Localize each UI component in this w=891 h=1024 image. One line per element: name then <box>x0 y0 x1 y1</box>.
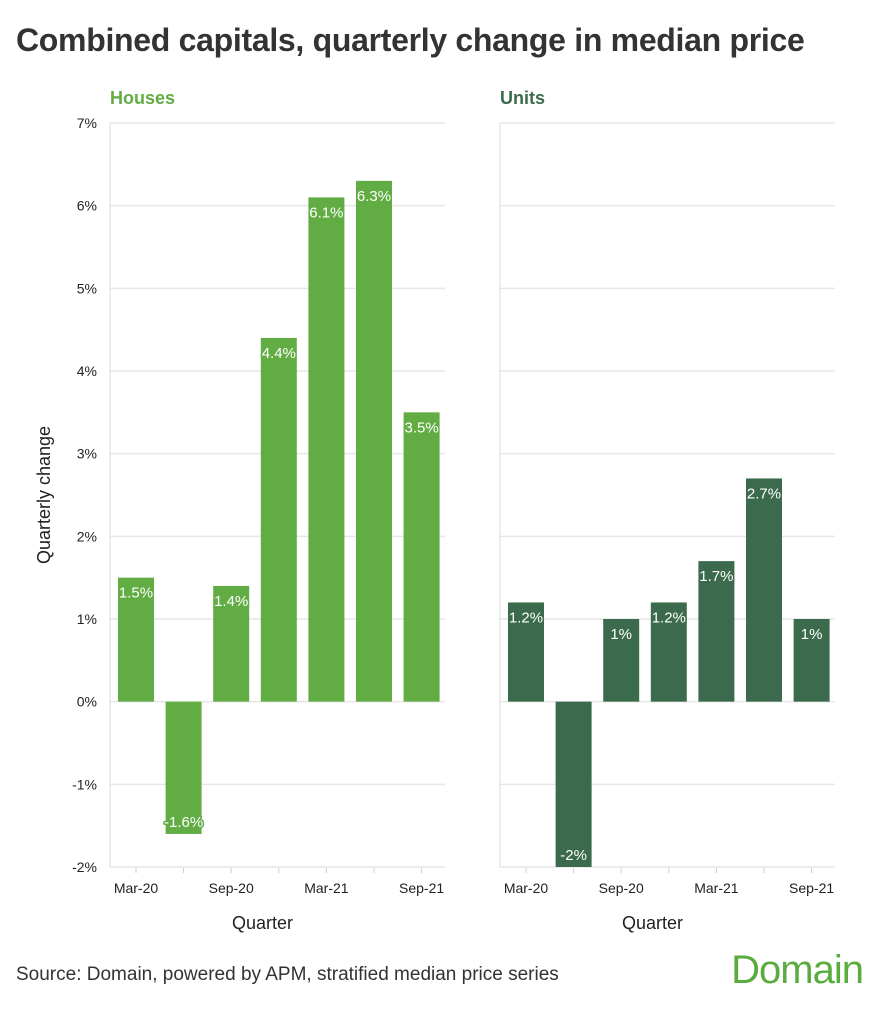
x-tick-label: Sep-20 <box>599 880 644 896</box>
data-label: 2.7% <box>747 485 781 502</box>
data-label: 1.5% <box>119 585 153 602</box>
data-label: 1.7% <box>699 568 733 585</box>
y-tick-label: 1% <box>77 611 97 627</box>
y-tick-label: 0% <box>77 694 97 710</box>
data-label: 6.3% <box>357 188 391 205</box>
x-tick-label: Mar-20 <box>504 880 549 896</box>
bar-mar-21 <box>698 561 735 702</box>
x-tick-label: Mar-21 <box>694 880 739 896</box>
data-label: 3.5% <box>404 419 438 436</box>
data-label: 1% <box>801 626 823 643</box>
domain-logo: Domain <box>731 948 864 992</box>
y-tick-label: 2% <box>77 528 97 544</box>
panel-title: Houses <box>110 88 175 108</box>
bar-jun-20 <box>165 701 202 834</box>
y-tick-label: 4% <box>77 363 97 379</box>
x-tick-label: Sep-21 <box>399 880 444 896</box>
data-label: 4.4% <box>262 345 296 362</box>
y-tick-label: 3% <box>77 446 97 462</box>
x-tick-label: Sep-21 <box>789 880 834 896</box>
data-label: 1.2% <box>509 609 543 626</box>
panel-units: Units 1.2% Mar-20 -2% 1% Sep-20 1.2% 1.7% Mar-21… <box>499 88 835 933</box>
x-tick-label: Mar-20 <box>114 880 159 896</box>
bar-sep-20 <box>213 585 250 702</box>
data-label: 1.2% <box>652 609 686 626</box>
bar-jun-20 <box>555 701 592 867</box>
x-tick-label: Mar-21 <box>304 880 349 896</box>
bar-sep-21 <box>793 619 830 702</box>
data-label: 6.1% <box>309 204 343 221</box>
y-tick-label: -1% <box>72 776 97 792</box>
bar-sep-21 <box>403 412 440 702</box>
bar-dec-20 <box>260 337 297 702</box>
bar-mar-20 <box>508 602 544 702</box>
bar-jun-21 <box>356 180 392 702</box>
x-axis-title: Quarter <box>622 913 683 933</box>
data-label: 1% <box>610 626 632 643</box>
y-axis-title: Quarterly change <box>34 426 54 564</box>
y-tick-label: 5% <box>77 280 97 296</box>
bar-mar-20 <box>118 577 154 702</box>
chart-title: Combined capitals, quarterly change in m… <box>16 22 805 58</box>
data-label: 1.4% <box>214 593 248 610</box>
bar-sep-20 <box>603 619 640 702</box>
bar-dec-20 <box>650 602 687 702</box>
y-tick-label: 6% <box>77 198 97 214</box>
bar-jun-21 <box>746 478 782 702</box>
data-label: -1.6% <box>164 814 203 831</box>
bar-mar-21 <box>308 197 345 702</box>
y-tick-label: 7% <box>77 115 97 131</box>
panel-houses: Houses 1.5% Mar-20 -1.6% 1.4% Sep-20 4.4% 6.1% M… <box>109 88 445 933</box>
x-axis-title: Quarter <box>232 913 293 933</box>
panel-title: Units <box>500 88 545 108</box>
y-tick-label: -2% <box>72 859 97 875</box>
data-label: -2% <box>560 847 587 864</box>
source-note: Source: Domain, powered by APM, stratifi… <box>16 964 559 985</box>
x-tick-label: Sep-20 <box>209 880 254 896</box>
